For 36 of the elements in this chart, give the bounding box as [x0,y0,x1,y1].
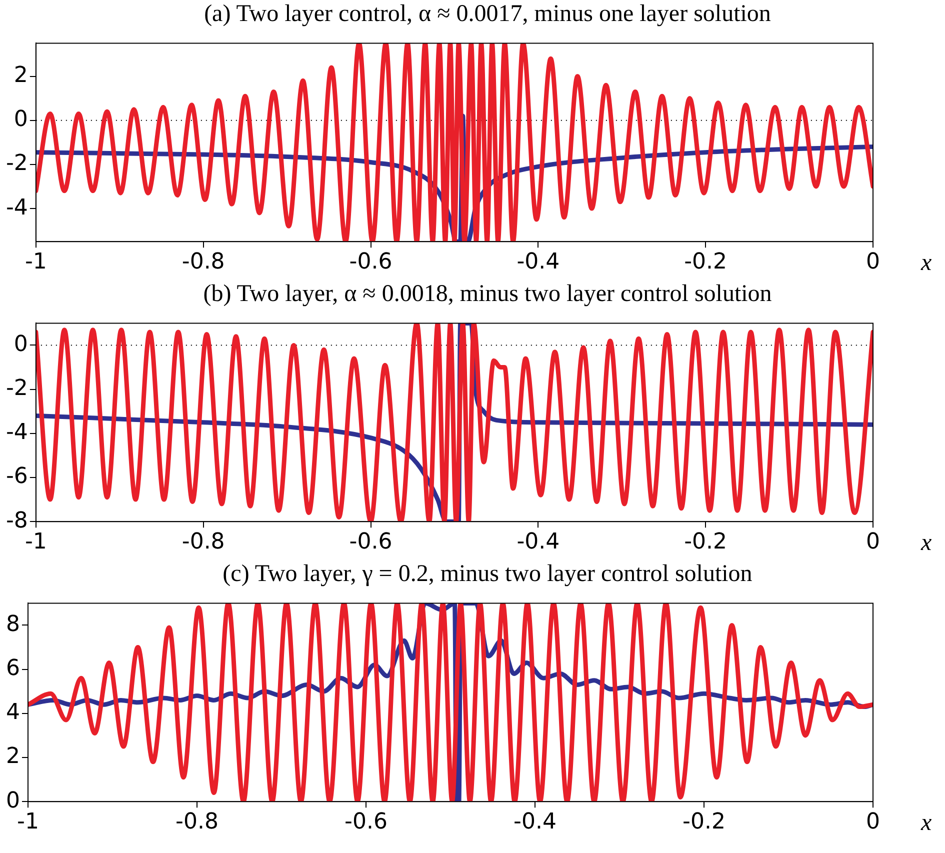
x-tick-label: 0 [866,810,880,835]
x-tick-label: -0.6 [349,250,392,275]
x-axis-title: x [920,530,932,556]
x-tick-label: 0 [866,530,880,555]
chart-title: (b) Two layer, α ≈ 0.0018, minus two layer control solution [202,280,773,308]
x-tick-label: -0.8 [182,530,225,555]
x-tick-label: -0.4 [514,810,556,835]
x-tick-label: -0.4 [516,250,560,275]
x-tick-label: -0.8 [176,810,218,835]
x-tick-label: -0.8 [182,250,225,275]
x-tick-label: -0.2 [682,810,726,835]
y-tick-label: -6 [6,464,28,490]
x-tick-label: -0.2 [684,530,728,555]
y-tick-label: 2 [6,744,20,770]
y-tick-label: 0 [14,332,28,357]
chart-title: (a) Two layer control, α ≈ 0.0017, minus one layer solution [203,0,772,28]
y-tick-label: -4 [6,420,28,446]
x-tick-label: -0.6 [349,530,392,555]
y-tick-label: -2 [6,376,28,402]
x-tick-label: -1 [24,250,47,275]
y-tick-label: 2 [14,62,28,88]
y-tick-label: 0 [6,788,20,814]
x-tick-label: -1 [17,810,39,835]
x-tick-label: -0.2 [684,250,728,275]
x-tick-label: -0.4 [516,530,560,555]
x-tick-label: -0.6 [344,810,388,835]
y-tick-label: 0 [14,107,28,132]
chart-title: (c) Two layer, γ = 0.2, minus two layer control solution [222,560,754,588]
y-tick-label: 6 [6,656,20,682]
y-tick-label: 4 [6,700,20,726]
y-tick-label: 8 [6,612,20,637]
x-axis-title: x [920,250,932,276]
x-tick-label: 0 [866,250,880,275]
y-tick-label: -4 [6,195,28,220]
y-tick-label: -2 [6,151,28,176]
x-axis-title: x [920,810,932,836]
